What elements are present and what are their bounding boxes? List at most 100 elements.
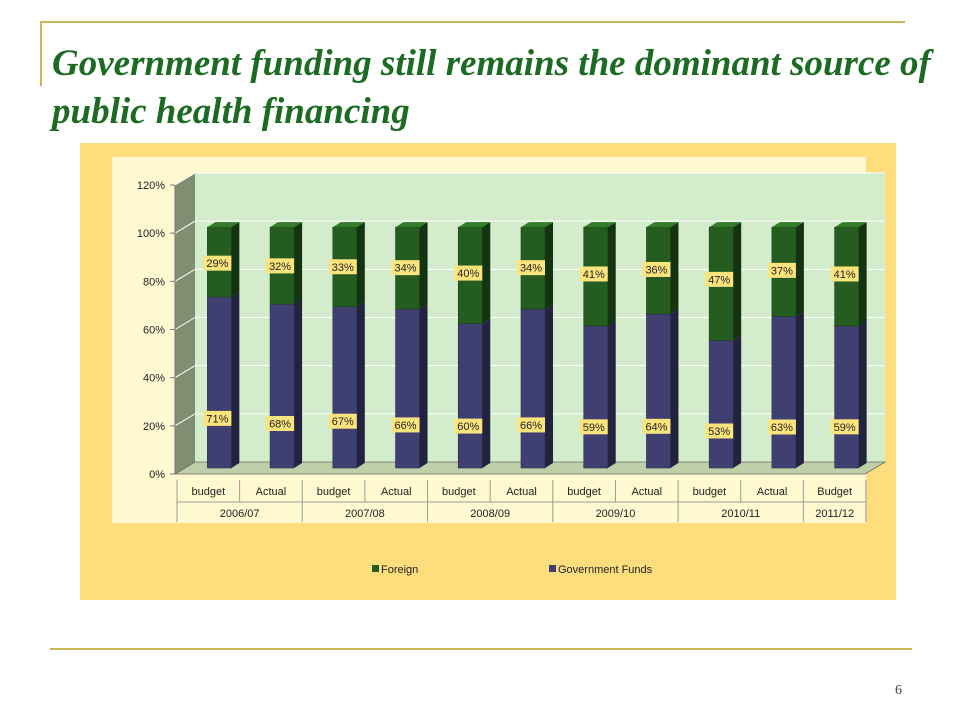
data-label-foreign: 34% — [520, 263, 542, 275]
x-group-label: 2010/11 — [721, 508, 760, 520]
y-tick-label: 100% — [137, 228, 165, 240]
bar-foreign-side — [482, 222, 491, 324]
bar-foreign-top — [709, 222, 742, 228]
bar-government-front — [269, 303, 295, 469]
x-tick-label: budget — [567, 486, 601, 498]
y-tick-label: 120% — [137, 180, 165, 192]
data-label-foreign: 36% — [645, 264, 667, 276]
data-label-government: 63% — [771, 422, 793, 434]
legend-swatch — [372, 565, 379, 572]
x-group-label: 2011/12 — [815, 508, 854, 520]
data-label-government-box — [579, 419, 608, 435]
data-label-foreign-box — [266, 258, 295, 274]
bar-government — [583, 320, 616, 469]
data-label-foreign-box — [579, 266, 608, 282]
bar-government-side — [733, 335, 742, 468]
x-tick-label: Actual — [381, 486, 412, 498]
bar-foreign-side — [294, 222, 303, 305]
x-group-label: 2007/08 — [345, 508, 385, 520]
x-tick-label: budget — [442, 486, 476, 498]
data-label-foreign-box — [328, 259, 357, 275]
bar-government-side — [607, 320, 616, 468]
bar-government — [269, 299, 303, 469]
bar-foreign-top — [521, 222, 553, 228]
bar-government-side — [419, 304, 428, 468]
data-label-foreign-box — [454, 265, 483, 281]
data-label-government-box — [203, 410, 232, 426]
bar-government-side — [545, 304, 553, 468]
legend-label: Government Funds — [558, 564, 653, 576]
data-label-government: 66% — [520, 420, 542, 432]
bar-government-front — [520, 308, 546, 469]
data-label-foreign: 29% — [206, 258, 228, 270]
y-tick-label: 40% — [143, 373, 165, 385]
bar-foreign-side — [231, 222, 240, 298]
data-label-foreign: 41% — [583, 269, 605, 281]
bar-government — [771, 311, 804, 469]
bar-foreign-top — [834, 222, 867, 228]
bar-government-front — [583, 325, 609, 469]
bar-foreign-top — [207, 222, 240, 228]
gridline — [174, 172, 885, 186]
data-label-government-box — [328, 413, 357, 429]
bar-foreign-side — [607, 222, 616, 326]
data-label-foreign-box — [391, 260, 420, 276]
x-tick-label: budget — [191, 486, 225, 498]
data-label-foreign-box — [767, 262, 796, 278]
bar-foreign-top — [395, 222, 428, 228]
bar-government-side — [294, 299, 303, 468]
bar-government-side — [858, 320, 867, 468]
y-tick-label: 60% — [143, 325, 165, 337]
x-group-label: 2008/09 — [470, 508, 510, 520]
data-label-foreign: 40% — [457, 268, 479, 280]
data-label-foreign: 32% — [269, 261, 291, 273]
y-tick-label: 20% — [143, 421, 165, 433]
data-label-government: 64% — [645, 421, 667, 433]
bar-government-front — [834, 325, 859, 469]
x-group-label: 2006/07 — [220, 508, 260, 520]
x-tick-label: Actual — [631, 486, 662, 498]
bar-foreign-side — [858, 222, 867, 326]
bar-government — [646, 308, 679, 469]
data-label-government: 53% — [708, 426, 730, 438]
y-tick-label: 80% — [143, 276, 165, 288]
bar-government-front — [395, 308, 420, 469]
bar-government-front — [207, 296, 232, 469]
data-label-foreign-box — [705, 271, 734, 287]
data-label-foreign: 34% — [395, 263, 417, 275]
data-label-government: 71% — [206, 413, 228, 425]
legend-label: Foreign — [381, 564, 418, 576]
top-rule — [40, 21, 905, 23]
data-label-government-box — [642, 418, 671, 434]
x-tick-label: Budget — [817, 486, 852, 498]
bar-foreign-side — [545, 222, 553, 310]
data-label-government: 60% — [457, 421, 479, 433]
bar-foreign-side — [419, 222, 428, 310]
bar-government — [834, 320, 867, 469]
data-label-government-box — [391, 417, 420, 433]
x-tick-label: Actual — [256, 486, 287, 498]
x-tick-label: Actual — [506, 486, 537, 498]
bar-foreign-top — [646, 222, 679, 228]
left-rule — [40, 21, 42, 86]
data-label-foreign: 47% — [708, 274, 730, 286]
bar-foreign-side — [670, 222, 679, 314]
x-tick-label: budget — [693, 486, 727, 498]
bar-government-side — [231, 292, 240, 468]
bar-foreign-top — [583, 222, 616, 228]
data-label-government-box — [767, 419, 796, 435]
bar-foreign-top — [458, 222, 491, 228]
bar-foreign-top — [332, 222, 365, 228]
bar-government — [457, 318, 491, 469]
bar-foreign-side — [795, 222, 804, 317]
bar-government-front — [332, 306, 358, 469]
bar-foreign-side — [356, 222, 365, 307]
gridline — [174, 220, 885, 234]
data-label-foreign: 41% — [834, 269, 856, 281]
bar-government-side — [670, 308, 679, 468]
data-label-foreign-box — [642, 261, 671, 277]
bar-government-front — [771, 315, 797, 469]
bar-foreign-side — [733, 222, 742, 341]
data-label-government-box — [266, 416, 295, 432]
data-label-foreign-box — [830, 266, 859, 282]
